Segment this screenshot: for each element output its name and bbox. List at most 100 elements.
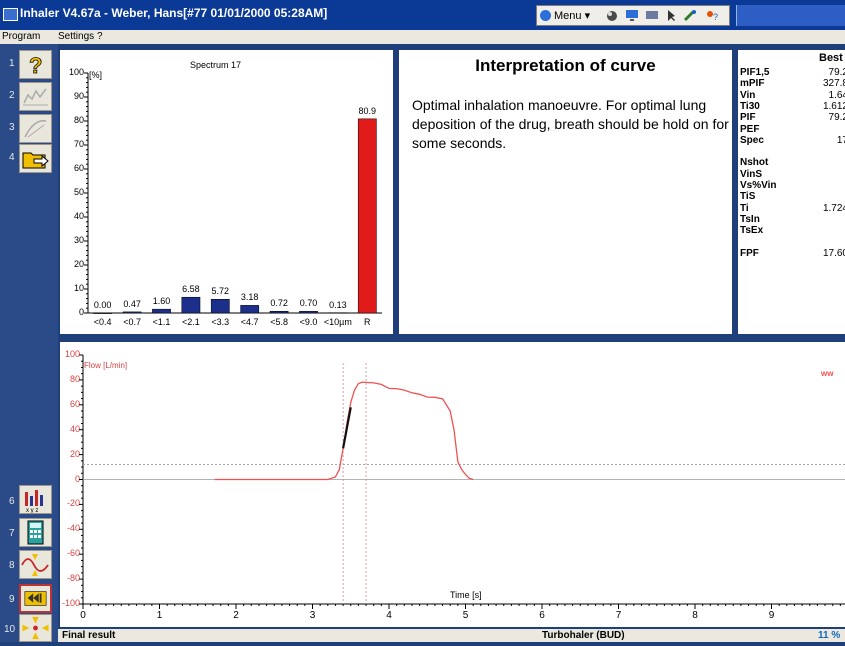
spectrum-unit: [%] (89, 70, 103, 80)
spectrum-value-label: 6.58 (182, 284, 200, 295)
menu-help[interactable]: ? (97, 31, 103, 42)
flow-x-tick-label: 4 (386, 610, 392, 621)
spectrum-y-tick-label: 10 (73, 283, 84, 293)
flow-y-tick-label: 40 (69, 423, 80, 434)
spectrum-value-label: 0.47 (123, 298, 141, 309)
rewind-button[interactable] (19, 584, 52, 613)
title-bar: Inhaler V4.67a - Weber, Hans[#77 01/01/2… (0, 0, 845, 30)
interpretation-text: Optimal inhalation manoeuvre. For optima… (412, 97, 729, 151)
rewind-icon (24, 591, 47, 606)
spectrum-bar (152, 308, 171, 314)
flow-x-tick-label: 3 (309, 610, 316, 621)
calculator-button[interactable] (19, 518, 52, 547)
waveform-icon (21, 554, 49, 576)
parameter-row: Vin 1.64 (738, 89, 845, 101)
status-percent: 11 % (818, 630, 841, 641)
spectrum-bar (93, 312, 113, 314)
open-folder-button[interactable] (19, 144, 52, 173)
waveform-button[interactable] (19, 550, 52, 579)
menu-program[interactable]: Program (2, 31, 41, 42)
graph-icon (23, 88, 48, 106)
flow-y-tick-label: 100 (64, 349, 80, 359)
flow-y-tick-label: 80 (69, 373, 80, 384)
flow-panel: Flow [L/min] Time [s] ww 100 80 60 40 20 0 -20… (60, 342, 845, 627)
measurement-tool-button[interactable] (19, 82, 52, 111)
parameter-row: Ti 1.724 (738, 202, 845, 214)
parameter-value: 327.8 (822, 78, 845, 90)
spectrum-value-label: 0.72 (270, 298, 288, 309)
spectrum-bar (181, 296, 201, 314)
curve-icon (24, 120, 47, 138)
user-help-icon[interactable]: ? (705, 9, 719, 22)
svg-text:x y z: x y z (26, 508, 38, 513)
spectrum-category-label: <3.3 (211, 317, 230, 327)
spectrum-y-tick-label: 20 (73, 259, 84, 269)
parameter-row: FPF 17.60 (738, 247, 845, 259)
display-icon[interactable] (645, 9, 659, 22)
spectrum-y-tick-label: 100 (68, 67, 84, 77)
parameter-row: TsIn (738, 214, 844, 225)
legend-mark: ww (821, 369, 834, 378)
flow-x-axis-label: Time [s] (450, 590, 482, 600)
flow-y-tick-label: -80 (66, 573, 80, 584)
rise-segment (342, 407, 352, 449)
spectrum-y-tick-label: 30 (73, 235, 84, 245)
parameter-name: Ti (740, 202, 749, 214)
question-mark-icon: ? (29, 53, 43, 79)
help-tool-button[interactable]: ? (19, 50, 52, 79)
best-title: Best (819, 52, 843, 64)
spectrum-category-label: <10µm (323, 317, 352, 327)
quick-toolbar: Menu ▾ ? (536, 5, 730, 26)
spectrum-bar (328, 312, 348, 314)
spectrum-value-label: 0.70 (299, 298, 318, 309)
flow-x-tick-label: 9 (768, 610, 775, 621)
status-left: Final result (62, 630, 116, 641)
help-icon[interactable] (605, 9, 619, 22)
spectrum-category-label: <4.7 (240, 317, 259, 327)
parameter-name: PEF (740, 123, 760, 135)
flow-x-tick-label: 7 (615, 610, 622, 621)
spectrum-y-tick-label: 50 (73, 187, 84, 197)
parameter-row: PIF1,5 79.2 (738, 67, 845, 78)
spectrum-value-label: 1.60 (152, 296, 171, 307)
curve-tool-button[interactable] (19, 114, 52, 143)
spectrum-category-label: <2.1 (182, 317, 200, 327)
parameter-row (738, 237, 844, 248)
menu-button[interactable]: Menu ▾ (540, 9, 590, 22)
flow-y-tick-label: -100 (61, 598, 80, 608)
spectrum-title: Spectrum 17 (190, 60, 242, 70)
cursor-icon[interactable] (664, 9, 678, 22)
parameter-name: TiS (740, 191, 756, 203)
menu-settings[interactable]: Settings (58, 31, 95, 42)
spectrum-bar (357, 118, 377, 314)
parameter-value: 1.612 (822, 100, 845, 112)
parameter-value: 79.2 (828, 112, 845, 124)
globe-icon (540, 10, 551, 21)
parameter-value: 1.64 (828, 89, 845, 101)
zoom-button[interactable] (19, 614, 52, 642)
window-title: Inhaler V4.67a - Weber, Hans[#77 01/01/2… (20, 6, 328, 20)
parameter-name: TsEx (740, 225, 764, 237)
parameter-name: Spec (740, 134, 764, 146)
bar-chart-icon: x y z (25, 490, 43, 514)
status-bar: Final result Turbohaler (BUD) 11 % (58, 629, 845, 642)
flow-y-tick-label: 0 (74, 473, 80, 484)
parameter-value: 17 (836, 134, 845, 146)
flow-x-tick-label: 0 (80, 610, 86, 621)
flow-y-tick-label: 20 (69, 448, 80, 459)
parameter-name: TsIn (740, 213, 760, 225)
spectrum-bar (299, 311, 318, 314)
flow-x-tick-label: 6 (539, 610, 545, 621)
spectrum-y-tick-label: 70 (73, 139, 84, 149)
statistics-button[interactable]: x y z (19, 485, 52, 514)
parameter-name: Vs%Vin (740, 180, 777, 191)
flow-x-tick-label: 8 (692, 610, 698, 621)
parameter-value: 17.60 (822, 247, 845, 259)
left-toolbar: 1 ? 2 3 4 6 x y z 7 8 9 10 (0, 44, 58, 642)
spectrum-bar (210, 299, 230, 314)
tools-icon[interactable] (683, 9, 697, 22)
spectrum-category-label: <1.1 (152, 317, 171, 327)
spectrum-value-label: 0.13 (329, 299, 347, 310)
app-icon (3, 8, 18, 21)
monitor-icon[interactable] (625, 9, 639, 22)
